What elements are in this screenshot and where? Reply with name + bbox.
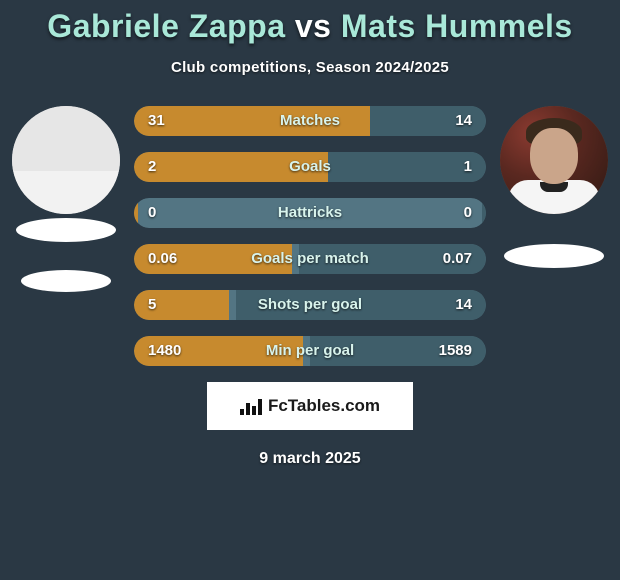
- comparison-title: Gabriele Zappa vs Mats Hummels: [0, 0, 620, 45]
- date-text: 9 march 2025: [0, 450, 620, 468]
- stat-label: Hattricks: [134, 198, 486, 228]
- title-vs: vs: [295, 8, 332, 44]
- stat-label: Min per goal: [134, 336, 486, 366]
- stat-row: 0.060.07Goals per match: [134, 244, 486, 274]
- stat-row: 21Goals: [134, 152, 486, 182]
- stat-row: 14801589Min per goal: [134, 336, 486, 366]
- title-player1: Gabriele Zappa: [47, 8, 285, 44]
- stat-row: 514Shots per goal: [134, 290, 486, 320]
- attribution-text: FcTables.com: [268, 396, 380, 416]
- stat-label: Matches: [134, 106, 486, 136]
- player2-column: [494, 106, 614, 268]
- stat-label: Goals: [134, 152, 486, 182]
- stat-label: Shots per goal: [134, 290, 486, 320]
- comparison-content: 3114Matches 21Goals 00Hattricks 0.060.07Goa…: [0, 106, 620, 366]
- stat-row: 00Hattricks: [134, 198, 486, 228]
- player1-avatar: [12, 106, 120, 214]
- stat-bars: 3114Matches 21Goals 00Hattricks 0.060.07Goa…: [134, 106, 486, 366]
- player1-column: [6, 106, 126, 292]
- player2-avatar: [500, 106, 608, 214]
- stat-label: Goals per match: [134, 244, 486, 274]
- fctables-logo-icon: [240, 397, 262, 415]
- attribution-banner: FcTables.com: [207, 382, 413, 430]
- stat-row: 3114Matches: [134, 106, 486, 136]
- player1-shadow-2: [21, 270, 111, 292]
- player1-shadow: [16, 218, 116, 242]
- player2-shadow: [504, 244, 604, 268]
- subtitle: Club competitions, Season 2024/2025: [0, 59, 620, 76]
- title-player2: Mats Hummels: [341, 8, 573, 44]
